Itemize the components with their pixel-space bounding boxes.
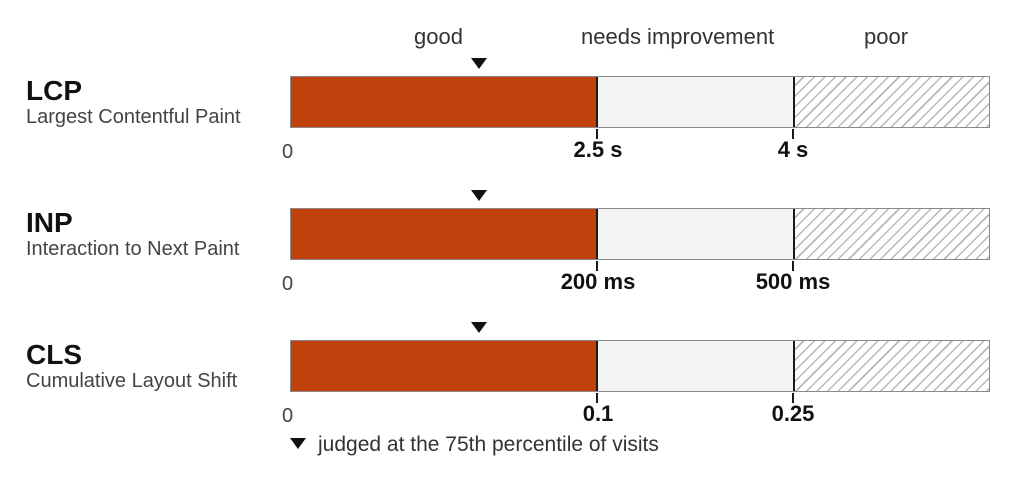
tick-label-zero: 0 (282, 141, 294, 163)
segment-poor (794, 341, 989, 391)
tick-good-threshold (596, 393, 598, 403)
tick-poor-threshold (792, 261, 794, 271)
percentile-marker-icon (471, 190, 487, 201)
divider-poor-threshold (793, 77, 795, 127)
metric-abbr: CLS (26, 339, 82, 370)
threshold-bar (290, 76, 990, 128)
tick-good-threshold (596, 129, 598, 139)
tick-label-good-threshold: 200 ms (560, 269, 636, 294)
segment-poor (794, 77, 989, 127)
divider-good-threshold (596, 209, 598, 259)
divider-good-threshold (596, 77, 598, 127)
metric-fullname: Cumulative Layout Shift (26, 370, 238, 392)
tick-label-poor-threshold: 4 s (777, 137, 809, 162)
threshold-bar (290, 340, 990, 392)
metric-inp: INP Interaction to Next Paint 0 200 ms 5… (0, 190, 1024, 317)
divider-poor-threshold (793, 341, 795, 391)
zone-label-poor: poor (864, 24, 909, 49)
footnote-text: judged at the 75th percentile of visits (318, 433, 659, 456)
percentile-marker-icon (471, 322, 487, 333)
footnote: judged at the 75th percentile of visits (290, 433, 659, 457)
metric-cls: CLS Cumulative Layout Shift 0 0.1 0.25 (0, 322, 1024, 449)
metric-abbr: INP (26, 207, 73, 238)
divider-good-threshold (596, 341, 598, 391)
tick-label-poor-threshold: 0.25 (771, 401, 815, 426)
tick-poor-threshold (792, 393, 794, 403)
segment-good (291, 77, 597, 127)
metric-fullname: Interaction to Next Paint (26, 238, 240, 260)
tick-label-zero: 0 (282, 405, 294, 427)
divider-poor-threshold (793, 209, 795, 259)
tick-label-zero: 0 (282, 273, 294, 295)
tick-label-poor-threshold: 500 ms (755, 269, 831, 294)
zone-label-needs-improvement: needs improvement (581, 24, 775, 49)
zone-label-good: good (414, 24, 463, 49)
tick-label-good-threshold: 0.1 (582, 401, 614, 426)
threshold-bar (290, 208, 990, 260)
tick-poor-threshold (792, 129, 794, 139)
tick-good-threshold (596, 261, 598, 271)
metric-abbr: LCP (26, 75, 82, 106)
down-triangle-icon (290, 437, 306, 449)
tick-label-good-threshold: 2.5 s (573, 137, 623, 162)
metric-lcp: LCP Largest Contentful Paint 0 2.5 s 4 s (0, 58, 1024, 185)
segment-good (291, 341, 597, 391)
percentile-marker-icon (471, 58, 487, 69)
segment-poor (794, 209, 989, 259)
metric-fullname: Largest Contentful Paint (26, 106, 241, 128)
segment-good (291, 209, 597, 259)
